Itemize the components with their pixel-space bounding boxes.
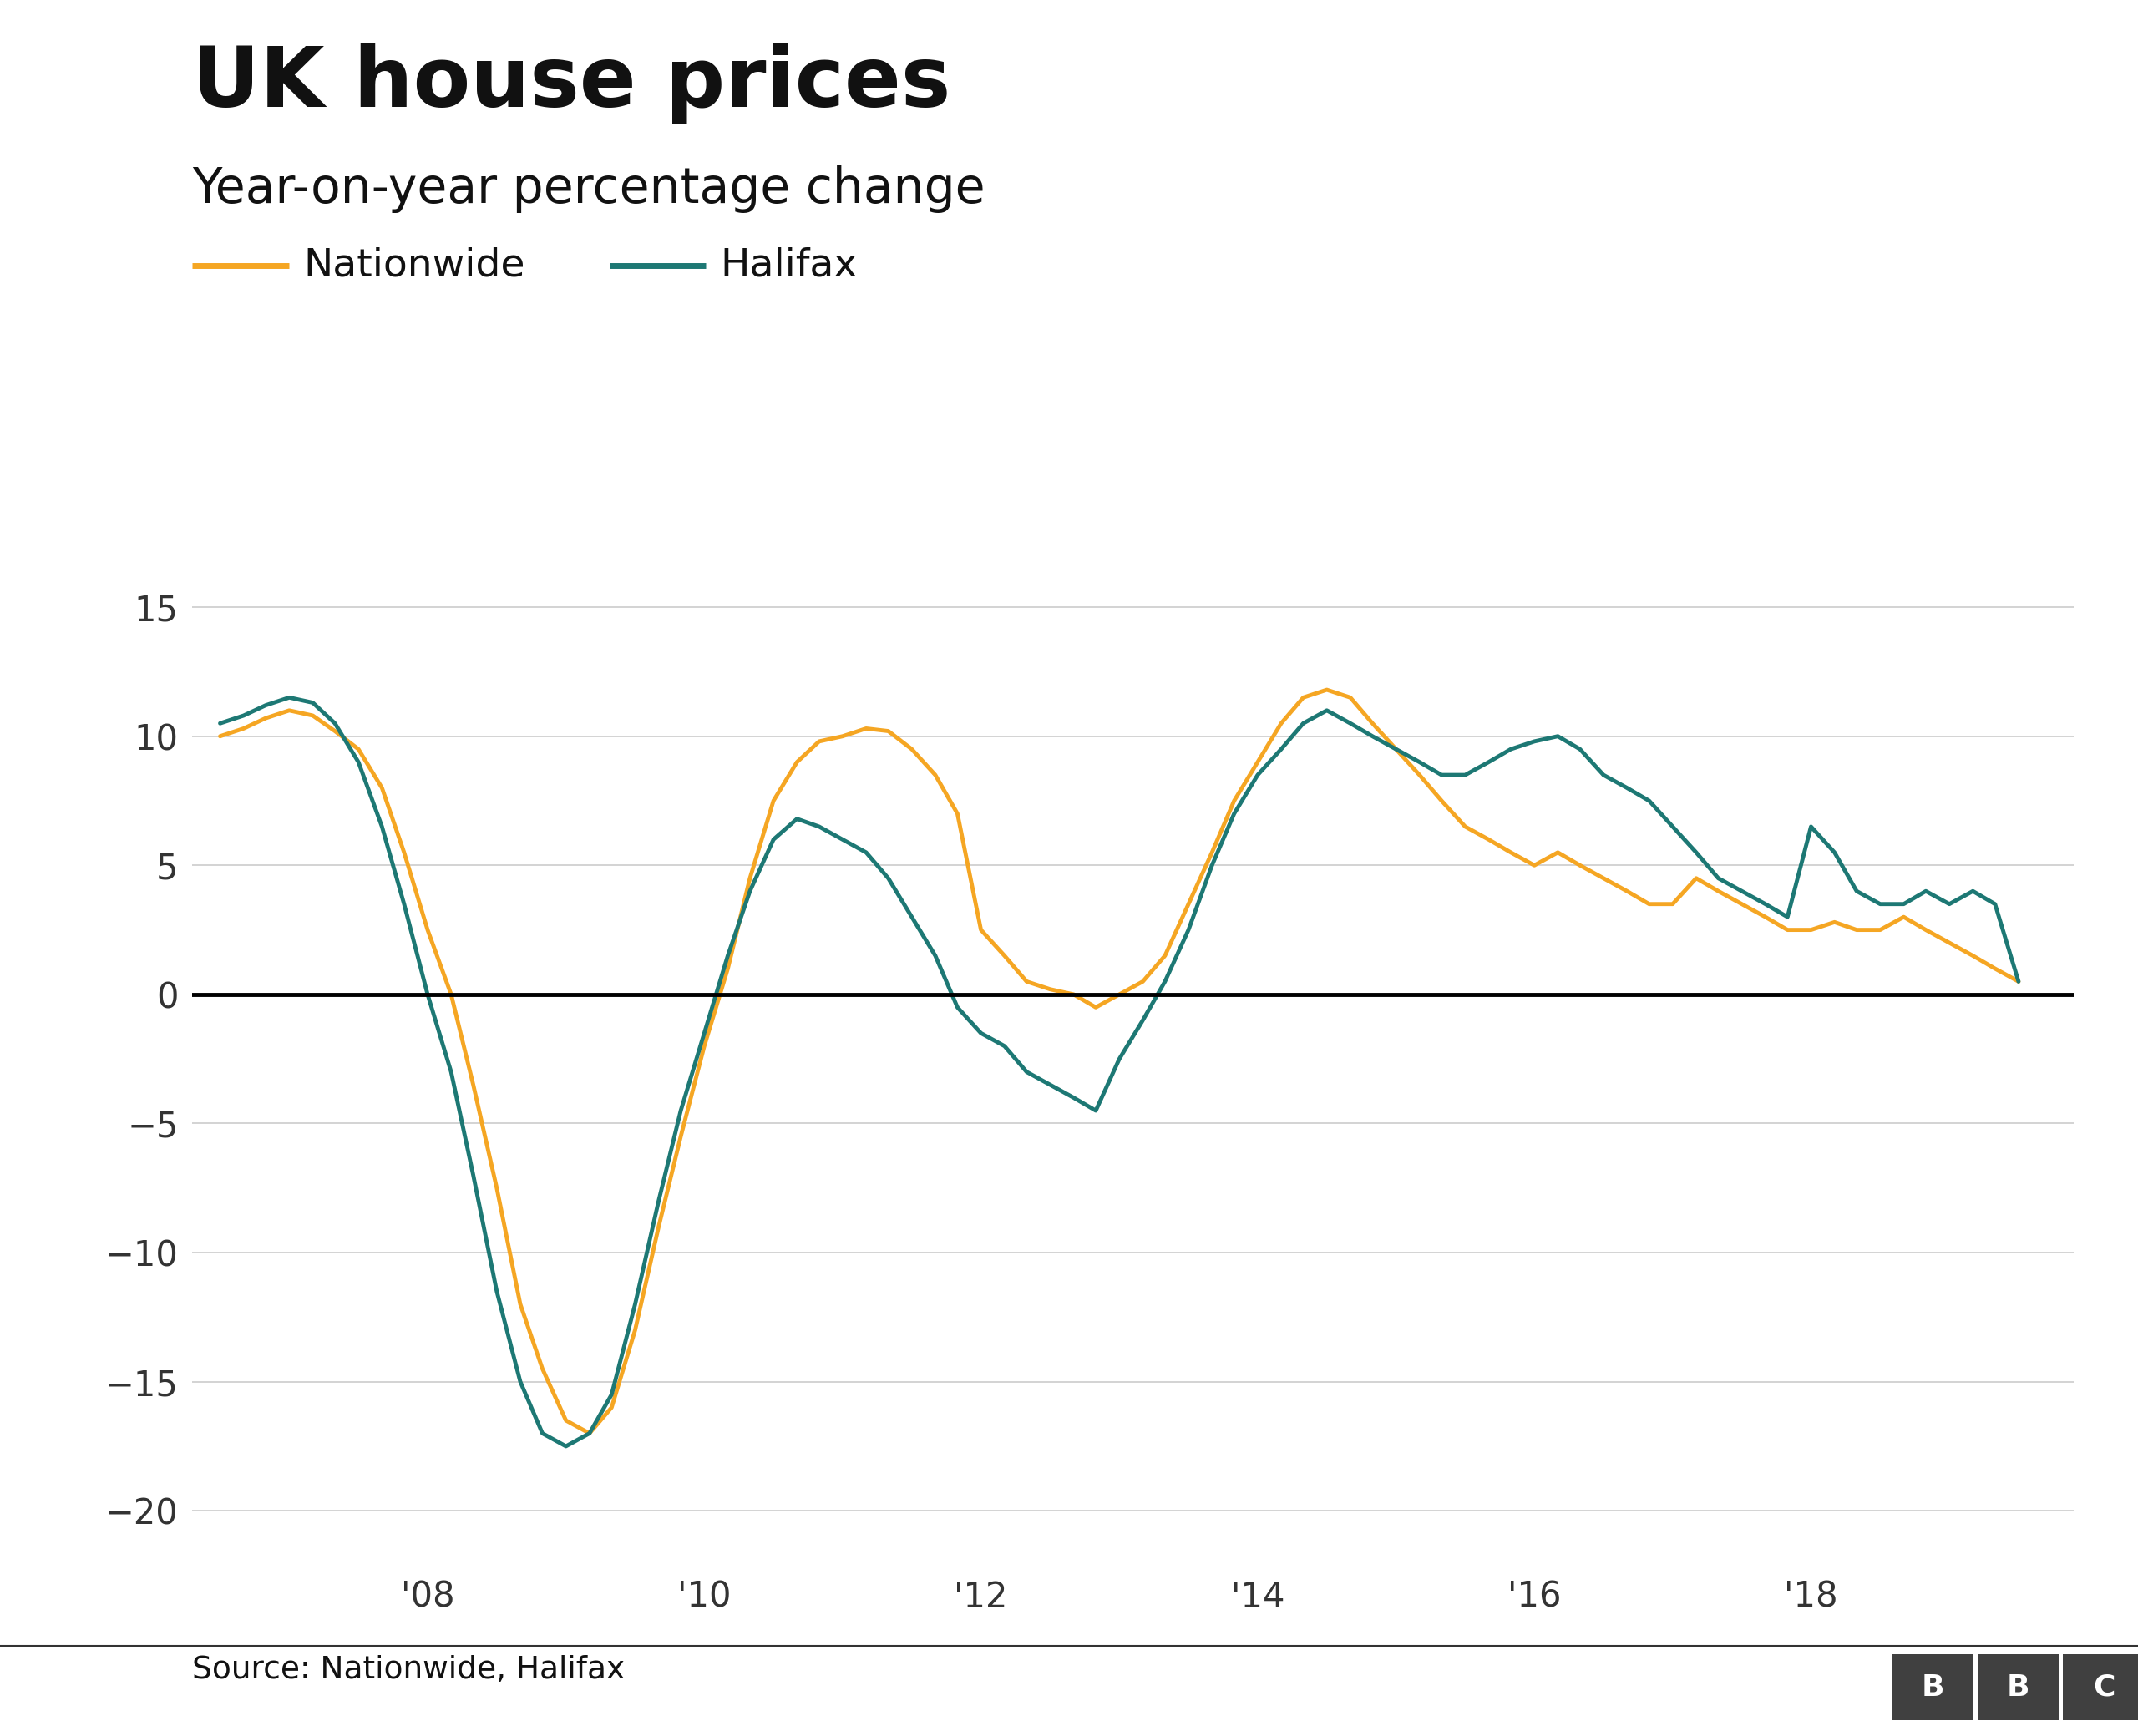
Text: Nationwide: Nationwide — [304, 247, 526, 285]
Line: Nationwide: Nationwide — [220, 689, 2018, 1434]
Nationwide — [207, 726, 233, 746]
Nationwide — [1268, 713, 1293, 734]
Nationwide — [1567, 854, 1593, 875]
Halifax — [2005, 970, 2031, 991]
Line: Halifax: Halifax — [220, 698, 2018, 1446]
Halifax — [992, 1036, 1018, 1057]
Halifax — [1291, 713, 1317, 734]
Nationwide — [2005, 970, 2031, 991]
Text: B: B — [1922, 1674, 1943, 1701]
Halifax — [1567, 740, 1593, 760]
Nationwide — [714, 958, 740, 979]
Text: Source: Nationwide, Halifax: Source: Nationwide, Halifax — [192, 1654, 624, 1686]
Halifax — [969, 1023, 994, 1043]
Nationwide — [667, 1127, 693, 1147]
Halifax — [554, 1436, 579, 1457]
Halifax — [738, 880, 763, 901]
Nationwide — [1315, 679, 1341, 700]
Nationwide — [945, 804, 971, 825]
Nationwide — [969, 920, 994, 941]
Halifax — [691, 1023, 716, 1043]
Halifax — [276, 687, 301, 708]
Text: Halifax: Halifax — [721, 247, 857, 285]
Halifax — [207, 713, 233, 734]
Text: C: C — [2093, 1674, 2114, 1701]
Text: Year-on-year percentage change: Year-on-year percentage change — [192, 165, 986, 212]
Nationwide — [577, 1424, 603, 1444]
Text: UK house prices: UK house prices — [192, 43, 951, 125]
Text: B: B — [2008, 1674, 2029, 1701]
